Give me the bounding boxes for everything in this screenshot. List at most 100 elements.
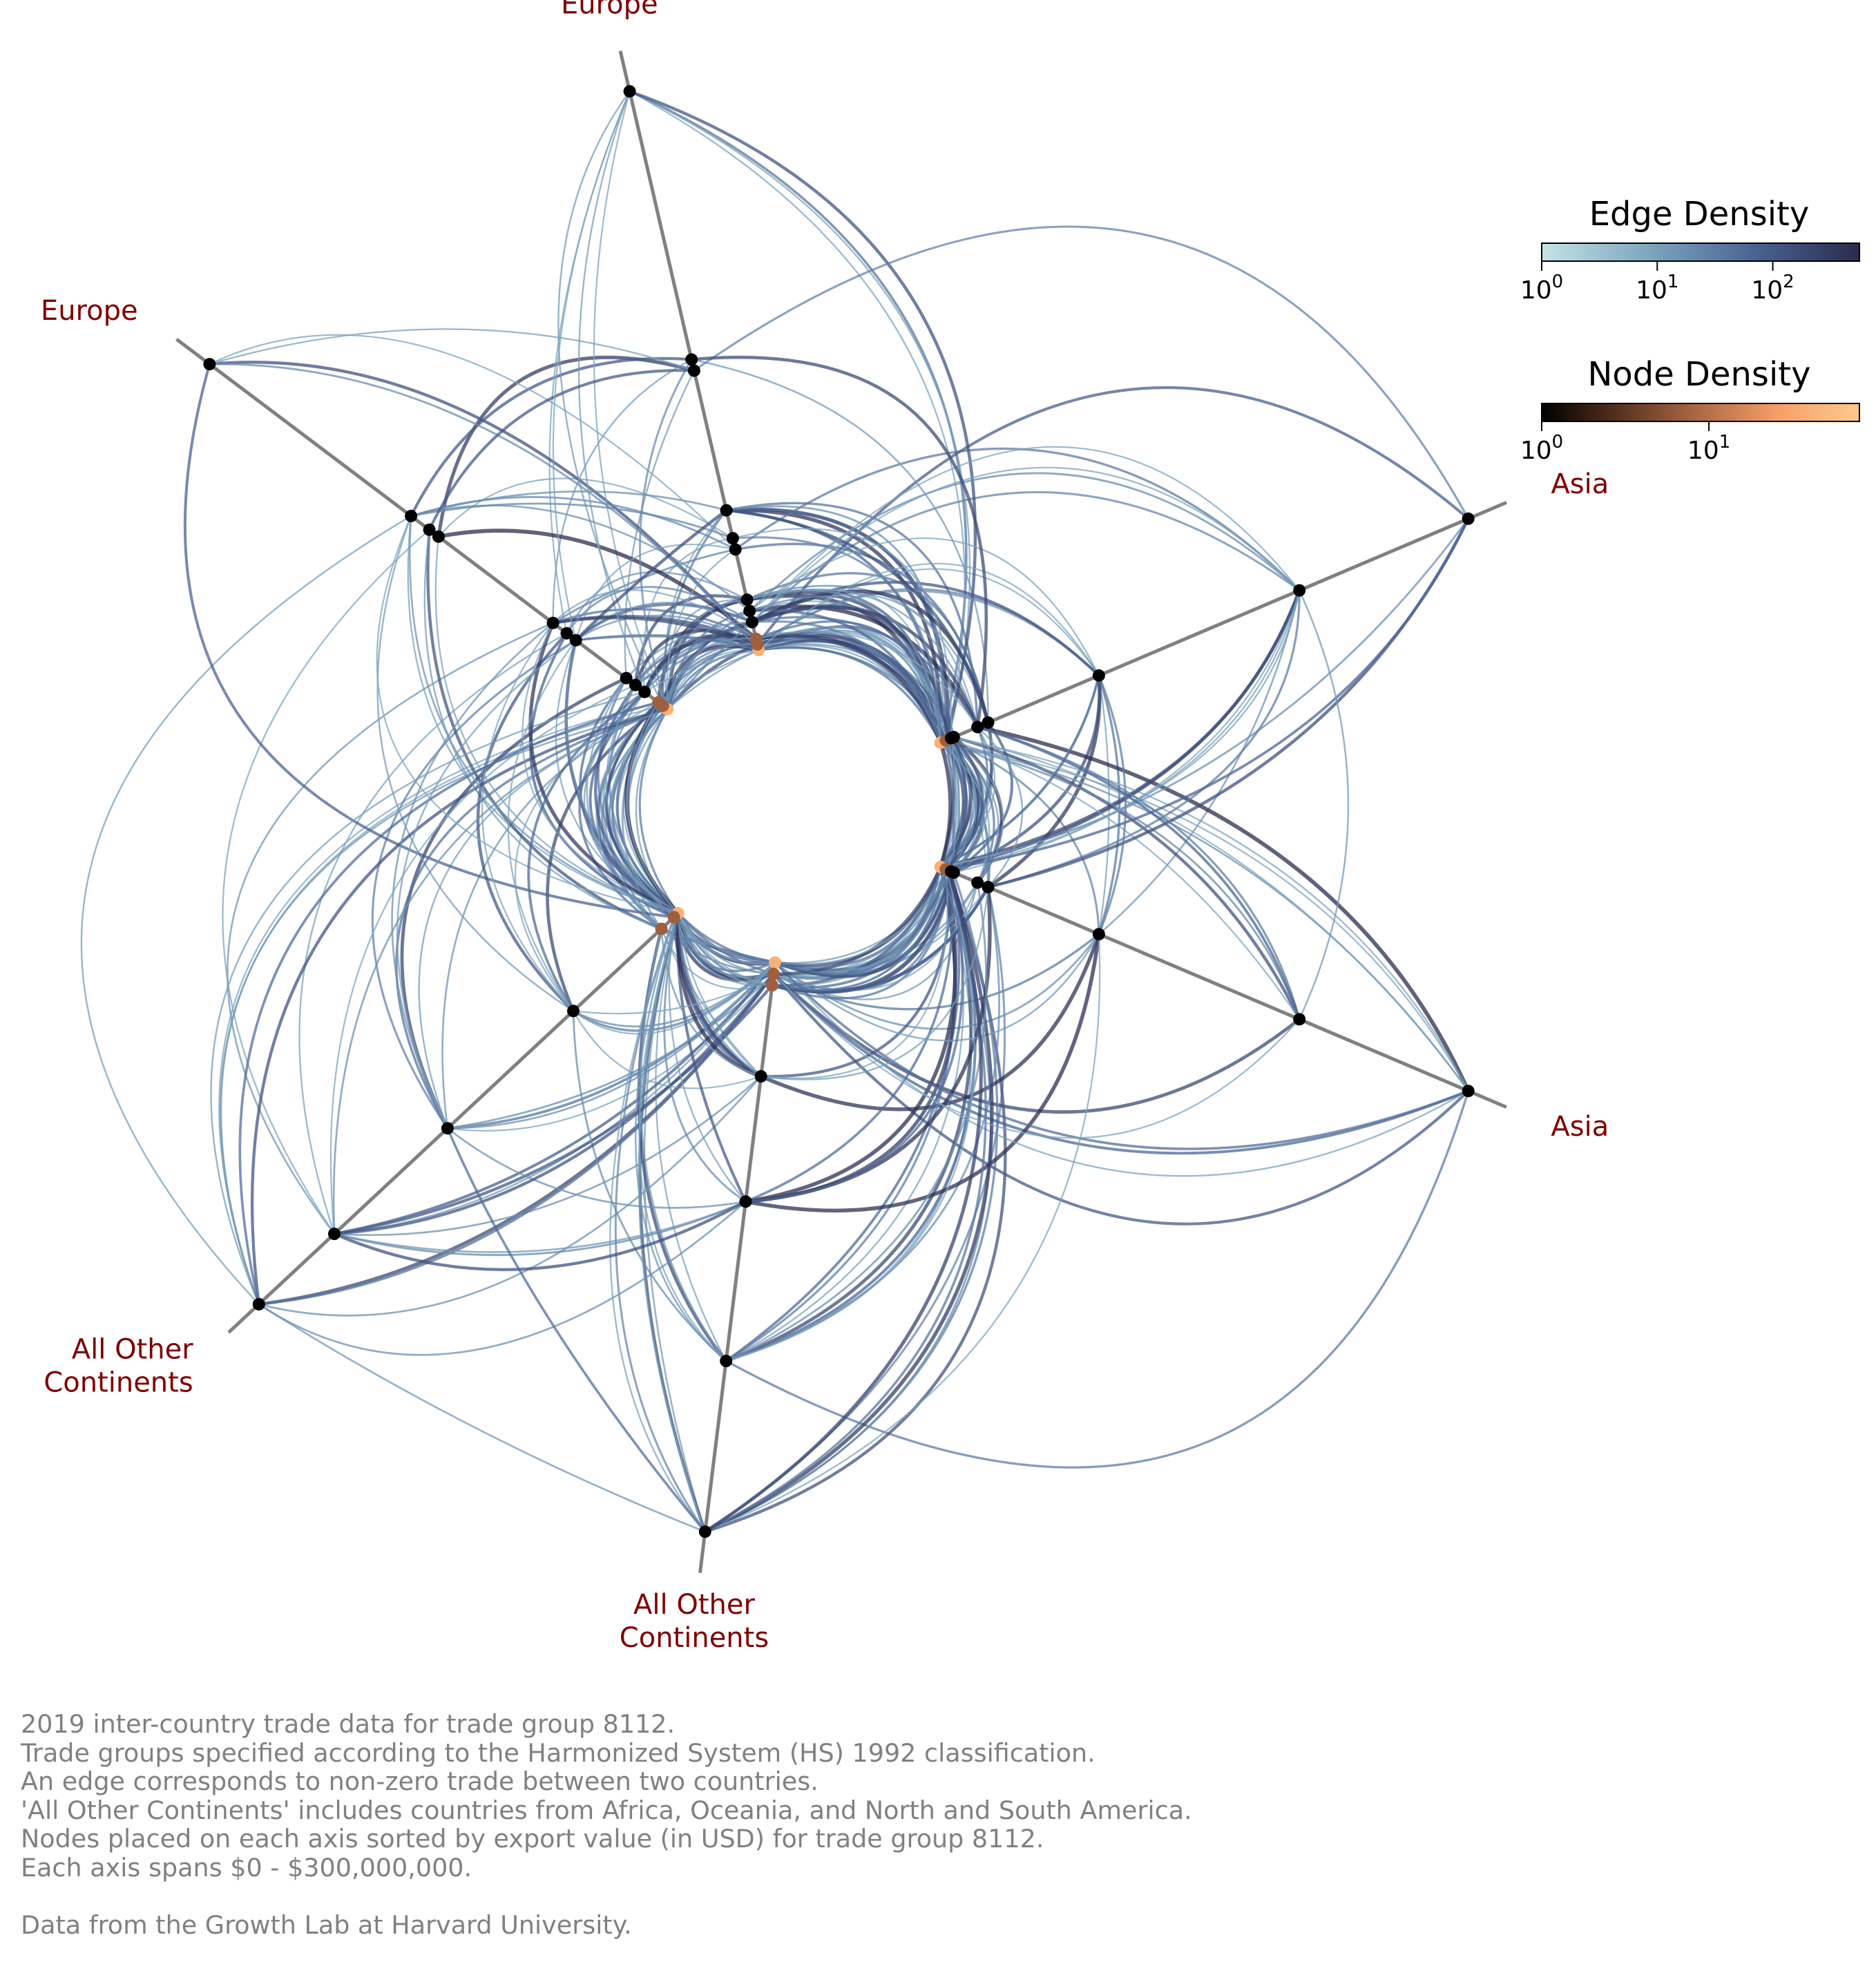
edge (334, 1200, 747, 1271)
edge (1098, 590, 1301, 935)
axis-label: Europe (41, 295, 138, 327)
node (698, 1525, 711, 1539)
node (729, 543, 742, 556)
edge (447, 1127, 746, 1209)
edge (441, 705, 664, 1129)
edge (629, 91, 966, 741)
node (655, 922, 668, 935)
edge (726, 508, 990, 723)
edge (725, 870, 977, 1362)
edge (946, 517, 1470, 870)
edge (258, 973, 775, 1306)
node (743, 604, 756, 618)
edge (481, 622, 574, 1012)
node-colorbar (1541, 403, 1860, 422)
axis-label: All Other Continents (44, 1334, 193, 1399)
colorbar-tick-label: 101 (1636, 272, 1678, 305)
edge (557, 91, 664, 707)
edge (609, 917, 706, 1532)
edge (1299, 590, 1350, 1020)
edge (755, 620, 950, 740)
edge (410, 504, 751, 612)
axis-line (175, 337, 669, 711)
colorbar-tick-label: 100 (1520, 432, 1563, 465)
edge (633, 594, 747, 685)
edge (666, 637, 756, 709)
edge (691, 359, 989, 723)
edge (428, 369, 694, 531)
node (765, 979, 778, 992)
edge (80, 515, 412, 1305)
edge (376, 515, 679, 914)
edge (677, 913, 762, 1078)
edge (395, 707, 668, 1130)
node (328, 1228, 341, 1240)
edge (668, 917, 747, 1203)
node (652, 696, 665, 709)
node (749, 632, 763, 645)
edge (760, 886, 989, 1080)
node (567, 1004, 580, 1018)
edge (666, 549, 736, 709)
edge (604, 701, 680, 915)
edge (438, 477, 734, 540)
edge (677, 913, 776, 964)
edge (332, 708, 668, 1235)
node (560, 627, 573, 640)
node (432, 530, 445, 543)
edge (725, 870, 973, 1363)
edge (410, 502, 734, 540)
note-line: Nodes placed on each axis sorted by expo… (21, 1824, 1044, 1854)
node (982, 716, 995, 729)
edge (704, 869, 983, 1534)
node (638, 685, 651, 698)
edge (426, 529, 662, 931)
edge (726, 502, 979, 727)
edge (948, 739, 1301, 1020)
edge (446, 1127, 707, 1533)
note-line: Trade groups specified according to the … (21, 1737, 1095, 1768)
edge (629, 91, 971, 740)
edge (734, 447, 1301, 591)
edge (953, 736, 1469, 1092)
edge (593, 91, 669, 710)
edge (953, 721, 1013, 874)
node (1462, 1085, 1475, 1098)
node (740, 593, 754, 607)
node (1092, 669, 1105, 682)
edge (953, 735, 1301, 1020)
edge (661, 509, 727, 706)
edge (565, 640, 679, 915)
node (620, 672, 633, 685)
node (754, 1070, 767, 1083)
edge (573, 973, 774, 1015)
edge (940, 741, 1469, 1092)
edge (940, 741, 1301, 1020)
edge (772, 973, 1469, 1155)
edge (774, 866, 942, 969)
node-legend-title: Node Density (1587, 355, 1810, 394)
edge (447, 962, 776, 1130)
colorbar-tick-label: 100 (1520, 272, 1563, 305)
edge (258, 1201, 747, 1356)
edge (408, 515, 679, 915)
edge (732, 528, 953, 739)
edge (774, 962, 1469, 1150)
nodes-layer (203, 85, 1475, 1539)
edge (594, 684, 675, 919)
edge (772, 871, 953, 1000)
node (726, 532, 739, 545)
edge (774, 933, 1100, 1042)
node-density-legend: Node Density 100 101 (1520, 355, 1860, 465)
axis-label: All Other Continents (620, 1589, 769, 1654)
edges-layer (80, 90, 1471, 1534)
chart-notes: 2019 inter-country trade data for trade … (21, 1710, 1748, 1939)
edge (667, 621, 753, 710)
edge (210, 691, 645, 1305)
edge (751, 491, 1301, 623)
edge (950, 737, 1469, 1092)
node (1462, 512, 1475, 525)
edge (726, 505, 944, 743)
edge (677, 913, 772, 987)
